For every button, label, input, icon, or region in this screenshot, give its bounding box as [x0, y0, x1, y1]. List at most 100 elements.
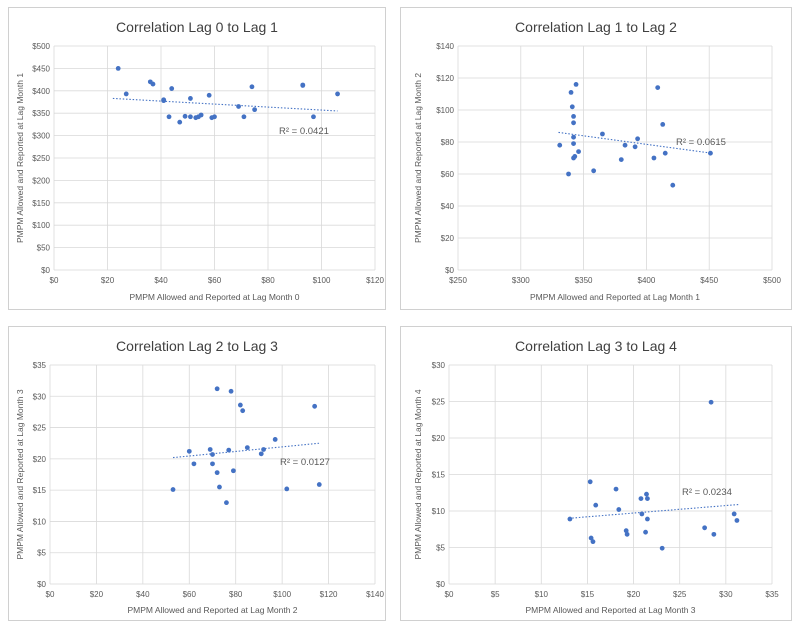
x-tick-label: $35 — [765, 590, 779, 599]
scatter-point — [191, 461, 197, 467]
x-tick-label: $80 — [261, 276, 275, 285]
scatter-point — [618, 157, 624, 163]
scatter-point — [587, 479, 593, 485]
scatter-point — [576, 149, 581, 155]
y-tick-label: $15 — [432, 471, 446, 480]
scatter-point — [166, 114, 172, 120]
x-tick-label: $10 — [535, 590, 549, 599]
x-tick-label: $25 — [673, 590, 687, 599]
r-squared-label: R² = 0.0421 — [279, 126, 329, 137]
x-tick-label: $80 — [229, 590, 243, 599]
scatter-point — [702, 525, 708, 531]
scatter-point — [224, 500, 229, 506]
chart-svg-lag1-lag2: $0 $20 $40 $60 $80 $100 $120 $140 $250 $300 $350 $4… — [413, 19, 781, 302]
scatter-point — [214, 470, 220, 476]
scatter-point — [261, 447, 266, 452]
x-tick-label: $40 — [154, 276, 168, 285]
scatter-point — [188, 96, 193, 101]
y-tick-label: $10 — [33, 517, 47, 526]
r-squared-label: R² = 0.0234 — [682, 487, 732, 498]
x-tick-label: $450 — [700, 276, 718, 285]
y-tick-label: $50 — [37, 244, 51, 253]
scatter-point — [622, 142, 628, 148]
x-tick-label: $20 — [627, 590, 641, 599]
y-tick-label: $20 — [441, 234, 455, 243]
x-tick-label: $40 — [136, 590, 150, 599]
scatter-point — [252, 107, 258, 113]
y-tick-label: $120 — [436, 74, 454, 83]
y-tick-label: $0 — [436, 580, 445, 589]
scatter-point — [335, 91, 340, 97]
y-tick-label: $20 — [33, 455, 47, 464]
scatter-point — [660, 122, 666, 127]
y-tick-label: $15 — [33, 486, 47, 495]
scatter-point — [590, 539, 596, 545]
scatter-point — [569, 104, 575, 110]
scatter-point — [161, 98, 167, 104]
scatter-point — [635, 136, 641, 142]
chart-title: Correlation Lag 1 to Lag 2 — [515, 19, 677, 35]
scatter-point — [316, 482, 322, 487]
scatter-point — [566, 171, 571, 177]
y-tick-label: $0 — [37, 580, 46, 589]
y-tick-label: $300 — [32, 132, 50, 141]
y-tick-label: $25 — [33, 424, 47, 433]
x-tick-label: $0 — [46, 590, 55, 599]
y-tick-label: $10 — [432, 507, 446, 516]
scatter-point — [567, 516, 573, 522]
scatter-point — [571, 120, 576, 126]
scatter-point — [214, 386, 220, 392]
scatter-point — [244, 445, 250, 450]
scatter-point — [210, 461, 215, 467]
x-tick-label: $20 — [90, 590, 104, 599]
x-tick-label: $400 — [638, 276, 656, 285]
chart-title: Correlation Lag 2 to Lag 3 — [116, 338, 278, 354]
y-axis-label: PMPM Allowed and Reported at Lag Month 3 — [15, 389, 25, 559]
x-tick-label: $250 — [449, 276, 467, 285]
scatter-point — [645, 496, 650, 501]
scatter-point — [670, 182, 676, 188]
y-tick-label: $350 — [32, 109, 50, 118]
x-axis-label: PMPM Allowed and Reported at Lag Month 1 — [530, 292, 700, 302]
scatter-point — [198, 112, 204, 118]
y-tick-label: $25 — [432, 398, 446, 407]
chart-panel-lag3-lag4: $0 $5 $10 $15 $20 $25 $30 $0 $5 $10 $15 $20 $25 $30 $3… — [400, 326, 792, 621]
x-tick-label: $20 — [101, 276, 115, 285]
x-tick-label: $5 — [491, 590, 500, 599]
scatter-point — [182, 113, 188, 119]
scatter-point — [600, 131, 605, 137]
x-tick-label: $100 — [273, 590, 291, 599]
chart-svg-lag0-lag1: $0 $50 $100 $150 $200 $250 $300 $350 $400 $450 $50… — [15, 19, 384, 302]
scatter-point — [571, 134, 576, 140]
scatter-point — [571, 141, 576, 147]
trendline — [112, 97, 338, 112]
scatter-point — [708, 399, 714, 405]
scatter-point — [206, 92, 212, 98]
x-tick-label: $500 — [763, 276, 781, 285]
scatter-point — [659, 545, 665, 551]
scatter-point — [177, 119, 183, 125]
scatter-point — [616, 507, 622, 512]
scatter-point — [249, 84, 255, 90]
scatter-point — [236, 104, 241, 109]
scatter-point — [311, 114, 316, 120]
scatter-point — [312, 403, 318, 409]
trendline — [568, 503, 740, 519]
scatter-point — [150, 81, 156, 87]
scatter-point — [645, 516, 650, 522]
x-tick-label: $350 — [575, 276, 593, 285]
scatter-point — [591, 168, 597, 174]
chart-panel-lag2-lag3: $0 $5 $10 $15 $20 $25 $30 $35 $0 $20 $40 $60 $80 $100… — [8, 326, 386, 621]
x-tick-label: $120 — [366, 276, 384, 285]
scatter-point — [557, 142, 563, 148]
y-axis-label: PMPM Allowed and Reported at Lag Month 4 — [413, 389, 423, 559]
scatter-point — [651, 155, 657, 161]
y-tick-label: $5 — [37, 549, 46, 558]
x-tick-label: $60 — [208, 276, 222, 285]
scatter-point — [284, 486, 290, 492]
chart-title: Correlation Lag 3 to Lag 4 — [515, 338, 677, 354]
y-tick-label: $400 — [32, 87, 50, 96]
scatter-point — [240, 408, 246, 414]
scatter-point — [571, 114, 576, 119]
y-tick-label: $0 — [41, 266, 50, 275]
